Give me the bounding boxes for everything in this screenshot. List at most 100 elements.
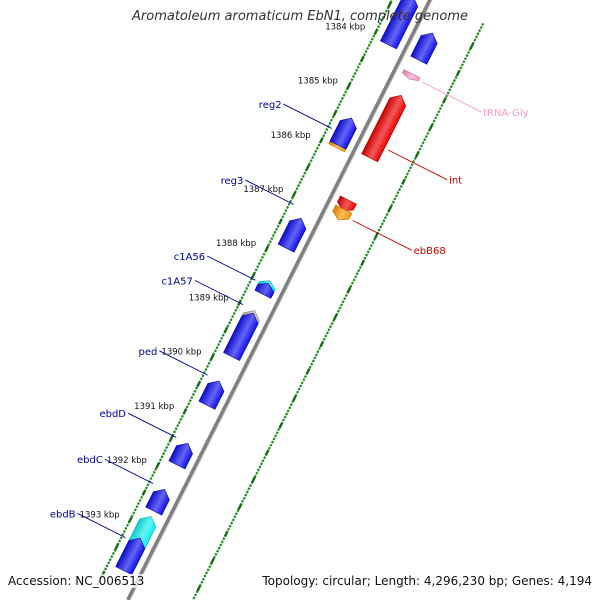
outer-ruler-dash [320,342,323,347]
inner-ruler-dot [315,150,316,152]
outer-ruler-dash [211,558,214,563]
inner-ruler-dot [193,393,194,395]
outer-ruler-dot [193,597,194,599]
inner-ruler-dot [179,421,180,423]
outer-ruler-dot [330,326,331,328]
outer-ruler-dot [219,547,220,549]
outer-ruler-dot [452,83,453,85]
outer-ruler-dot [456,76,457,78]
outer-ruler-dot [310,366,311,368]
inner-ruler-dot [325,132,326,134]
outer-ruler-dot [396,195,397,197]
gene-arrow[interactable] [116,538,145,575]
gene-arrow[interactable] [169,443,193,469]
outer-ruler-dot [466,54,467,56]
inner-ruler-dot [154,471,155,473]
outer-ruler-dot [269,447,270,449]
gene-label[interactable]: ped [139,347,158,358]
inner-ruler-dot [282,216,283,218]
inner-ruler-dot [284,213,285,215]
gene-arrow[interactable] [362,95,406,161]
outer-ruler-dot [286,413,287,415]
gene-arrow[interactable] [380,0,417,49]
outer-ruler-dot [319,347,320,349]
gene-arrow[interactable] [278,218,306,252]
inner-ruler-dot [242,297,243,299]
inner-ruler-dash [156,463,159,468]
outer-ruler-dot [440,107,441,109]
outer-ruler-dot [222,541,223,543]
gene-label[interactable]: reg3 [221,176,244,187]
outer-ruler-dot [462,64,463,66]
inner-ruler-dot [221,337,222,339]
outer-ruler-dot [386,213,387,215]
gene-arrow[interactable] [146,489,170,515]
inner-ruler-dot [141,496,142,498]
inner-ruler-dot [176,428,177,430]
gene-arrow[interactable] [199,381,224,409]
gene-label-leader [207,256,255,280]
outer-ruler-dot [259,466,260,468]
outer-ruler-dot [374,238,375,240]
outer-ruler-dot [214,556,215,558]
outer-ruler-dot [434,120,435,122]
gene-label[interactable]: tRNA-Gly [483,108,528,119]
genome-backbone-highlight [130,0,436,600]
gene-arrow[interactable] [402,70,420,81]
outer-ruler-dot [368,251,369,253]
inner-ruler-dot [234,312,235,314]
outer-ruler-dash [225,531,228,536]
inner-ruler-dot [273,234,274,236]
inner-ruler-dot [136,506,137,508]
gene-label[interactable]: c1A56 [174,252,205,263]
outer-ruler-dot [476,36,477,38]
inner-ruler-dot [147,484,148,486]
gene-label[interactable]: reg2 [259,100,282,111]
outer-ruler-dot [366,254,367,256]
gene-label[interactable]: c1A57 [161,276,192,287]
inner-ruler-dot [276,228,277,230]
inner-ruler-dot [367,47,368,49]
inner-ruler-dot [262,256,263,258]
outer-ruler-dash [430,125,433,130]
outer-ruler-dot [385,217,386,219]
inner-ruler-dot [296,188,297,190]
outer-ruler-dot [223,538,224,540]
inner-ruler-dot [138,502,139,504]
gene-label[interactable]: ebdC [77,455,103,466]
kbp-tick-label: 1386 kbp [271,131,311,141]
outer-ruler-dot [264,457,265,459]
gene-label[interactable]: ebB68 [414,246,446,257]
outer-ruler-dot [230,525,231,527]
outer-ruler-dot [324,338,325,340]
inner-ruler-dot [161,456,162,458]
outer-ruler-dot [311,363,312,365]
gene-label[interactable]: ebdB [50,509,76,520]
outer-ruler-dot [357,273,358,275]
gene-label-layer: reg2 reg3 c1A56 c1A57 ped ebdD ebdC ebdB tRNA-Gl… [50,82,529,537]
inner-ruler-dot [166,446,167,448]
outer-ruler-dot [209,566,210,568]
inner-ruler-dot [311,160,312,162]
inner-ruler-dot [345,91,346,93]
outer-ruler-dot [325,335,326,337]
gene-label[interactable]: ebdD [99,409,126,420]
outer-ruler-dash [416,152,419,157]
inner-ruler-dot [245,291,246,293]
outer-ruler-dot [344,298,345,300]
inner-ruler-dot [152,474,153,476]
gene-arrow[interactable] [411,33,437,64]
inner-ruler-dot [256,269,257,271]
outer-ruler-dot [305,376,306,378]
inner-ruler-dot [369,44,370,46]
outer-ruler-dot [197,591,198,593]
gene-label[interactable]: int [449,176,462,187]
outer-ruler-dot [273,438,274,440]
outer-ruler-dot [332,323,333,325]
inner-ruler-dot [298,185,299,187]
inner-ruler-dot [160,459,161,461]
outer-ruler-dot [244,497,245,499]
outer-ruler-dot [369,248,370,250]
outer-ruler-dot [412,164,413,166]
